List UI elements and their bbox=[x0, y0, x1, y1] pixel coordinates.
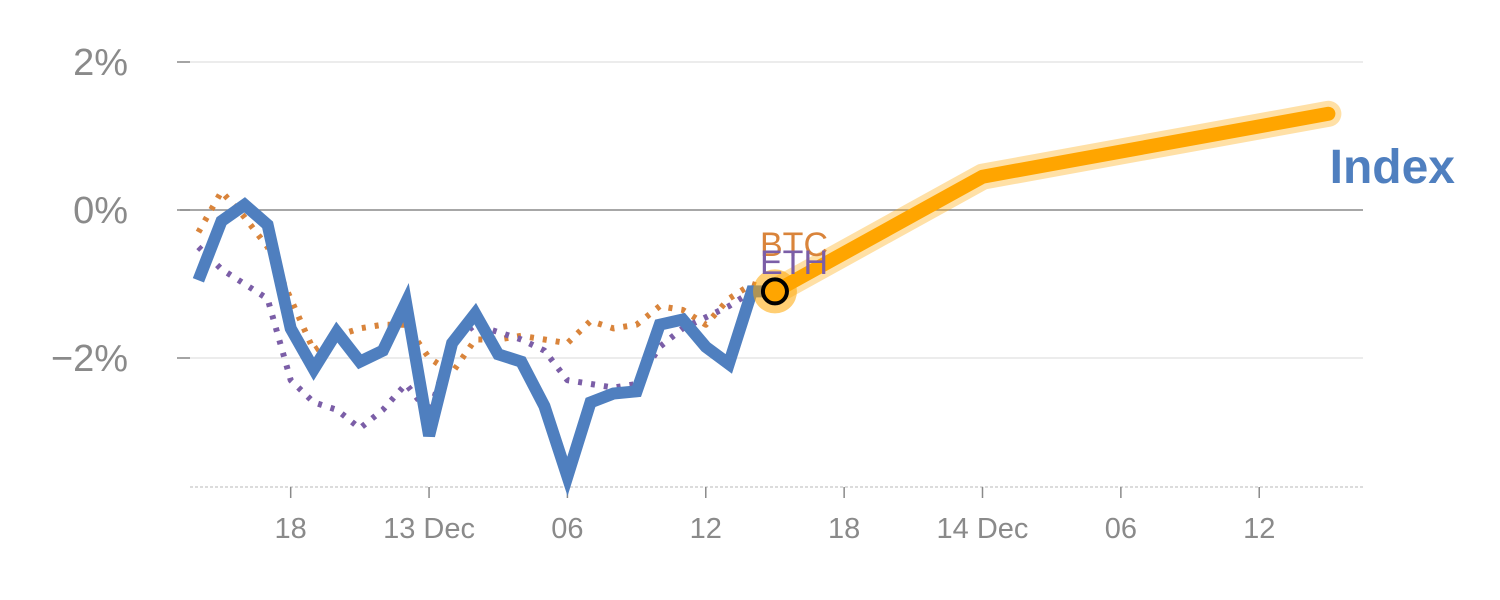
forecast-line bbox=[768, 106, 1336, 299]
index-line bbox=[192, 197, 775, 497]
current-point-marker bbox=[760, 277, 789, 306]
x-tick-label: 06 bbox=[551, 513, 583, 545]
y-axis: 2% 0% −2% bbox=[51, 42, 128, 380]
y-tick-label: −2% bbox=[51, 338, 128, 380]
x-tick-label: 13 Dec bbox=[383, 513, 475, 545]
x-tick-label: 18 bbox=[275, 513, 307, 545]
x-tick-label: 12 bbox=[690, 513, 722, 545]
grid-layer bbox=[177, 61, 1363, 359]
btc-series-label: BTC bbox=[760, 226, 828, 264]
eth-series-label: ETH bbox=[760, 244, 828, 282]
x-tick-label: 12 bbox=[1243, 513, 1275, 545]
x-tick-label: 18 bbox=[828, 513, 860, 545]
y-tick-label: 0% bbox=[73, 190, 128, 232]
btc-line bbox=[195, 188, 776, 376]
series-layer bbox=[192, 100, 1342, 497]
y-tick-label: 2% bbox=[73, 42, 128, 84]
x-axis: 18 13 Dec 06 12 18 14 Dec 06 12 bbox=[190, 486, 1363, 545]
forecast-band bbox=[762, 100, 1342, 305]
index-series-label: Index bbox=[1330, 141, 1456, 194]
x-tick-label: 06 bbox=[1105, 513, 1137, 545]
x-tick-label: 14 Dec bbox=[937, 513, 1029, 545]
